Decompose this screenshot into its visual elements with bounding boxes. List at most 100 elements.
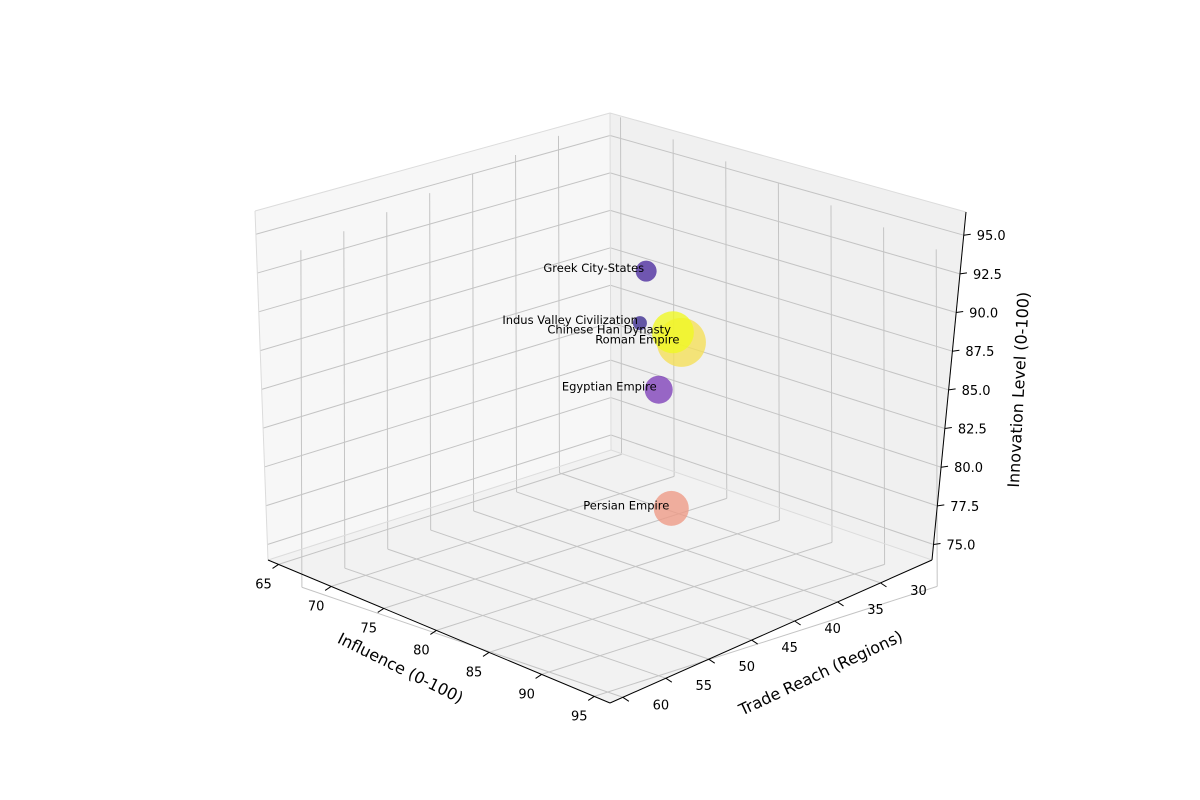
floor-pane bbox=[268, 450, 932, 703]
y-tick-label: 45 bbox=[781, 641, 798, 656]
x-tick-label: 65 bbox=[255, 577, 272, 592]
x-tick-mark bbox=[482, 651, 490, 657]
z-tick-label: 92.5 bbox=[973, 268, 1002, 283]
point-label: Roman Empire bbox=[595, 332, 679, 346]
grid-line-z-right bbox=[610, 284, 949, 391]
z-tick-label: 87.5 bbox=[965, 345, 994, 360]
grid-line-y-wall bbox=[557, 135, 560, 473]
grid-line-x-wall bbox=[620, 117, 623, 455]
z-tick-label: 82.5 bbox=[958, 423, 987, 438]
y-tick-mark bbox=[751, 639, 758, 645]
x-tick-label: 80 bbox=[413, 643, 430, 658]
grid-line-y-floor bbox=[430, 529, 752, 641]
pane-edge bbox=[254, 210, 269, 561]
z-tick-label: 90.0 bbox=[969, 307, 998, 322]
grid-line-x-wall bbox=[883, 227, 886, 565]
grid-line-x-floor bbox=[330, 475, 675, 587]
grid-lines bbox=[255, 117, 964, 698]
data-point bbox=[635, 260, 657, 282]
x-tick-mark bbox=[324, 585, 332, 591]
x-tick-label: 70 bbox=[308, 599, 325, 614]
z-tick-mark bbox=[963, 233, 971, 236]
x-tick-mark bbox=[587, 695, 595, 701]
y-tick-mark bbox=[708, 658, 716, 664]
grid-line-y-wall bbox=[300, 250, 303, 588]
y-tick-label: 40 bbox=[824, 622, 841, 637]
z-tick-mark bbox=[948, 388, 956, 391]
y-tick-label: 30 bbox=[910, 584, 927, 599]
x-tick-label: 85 bbox=[466, 665, 483, 680]
y-tick-mark bbox=[880, 582, 887, 588]
grid-line-x-floor bbox=[488, 541, 833, 653]
grid-line-y-floor bbox=[516, 491, 838, 603]
z-tick-label: 80.0 bbox=[954, 461, 983, 476]
data-points bbox=[632, 260, 706, 526]
z-tick-mark bbox=[940, 465, 949, 468]
z-tick-label: 75.0 bbox=[947, 539, 976, 554]
y-tick-label: 55 bbox=[696, 679, 713, 694]
point-label: Chinese Han Dynasty bbox=[547, 322, 671, 336]
z-tick-label: 77.5 bbox=[950, 500, 979, 515]
grid-line-x-wall bbox=[672, 139, 675, 477]
x-tick-mark bbox=[377, 607, 385, 613]
grid-line-x-wall bbox=[830, 205, 833, 543]
x-axis-label: Influence (0-100) bbox=[335, 629, 467, 707]
grid-line-z-left bbox=[264, 359, 611, 468]
grid-line-z-right bbox=[610, 209, 957, 314]
y-axis-line bbox=[609, 559, 933, 704]
x-axis-line bbox=[267, 559, 611, 704]
grid-line-z-right bbox=[609, 134, 964, 236]
grid-line-z-left bbox=[267, 434, 612, 545]
z-tick-mark bbox=[944, 427, 952, 430]
grid-line-x-floor bbox=[541, 563, 885, 675]
z-tick-mark bbox=[937, 504, 945, 507]
x-tick-mark bbox=[535, 673, 542, 679]
data-point bbox=[644, 375, 673, 404]
data-point bbox=[632, 316, 647, 331]
point-label: Persian Empire bbox=[583, 498, 669, 512]
grid-line-y-wall bbox=[515, 154, 518, 492]
data-point bbox=[651, 311, 694, 354]
grid-line-x-floor bbox=[278, 453, 622, 565]
grid-line-z-left bbox=[258, 209, 611, 313]
grid-line-z-left bbox=[260, 247, 611, 352]
x-tick-label: 95 bbox=[571, 709, 588, 724]
grid-line-z-right bbox=[610, 434, 934, 546]
y-tick-mark bbox=[622, 696, 630, 702]
y-tick-mark bbox=[794, 620, 801, 626]
grid-line-x-floor bbox=[436, 519, 780, 631]
y-tick-label: 50 bbox=[738, 660, 755, 675]
grid-line-x-wall bbox=[935, 249, 938, 587]
pane-edge bbox=[609, 112, 612, 451]
y-tick-mark bbox=[665, 677, 673, 683]
grid-line-x-floor bbox=[594, 585, 938, 697]
grid-line-z-right bbox=[610, 247, 953, 352]
grid-line-y-wall bbox=[472, 174, 475, 512]
grid-line-z-right bbox=[610, 397, 938, 507]
grid-line-z-left bbox=[265, 397, 611, 507]
z-tick-label: 85.0 bbox=[962, 384, 991, 399]
grid-line-y-wall bbox=[386, 212, 389, 550]
point-label: Egyptian Empire bbox=[562, 380, 657, 394]
y-axis-label: Trade Reach (Regions) bbox=[735, 627, 906, 720]
grid-line-y-floor bbox=[559, 472, 881, 584]
x-tick-mark bbox=[430, 629, 437, 635]
y-tick-label: 35 bbox=[867, 603, 884, 618]
right-wall-pane bbox=[610, 113, 966, 560]
grid-line-y-floor bbox=[301, 586, 624, 698]
point-label: Greek City-States bbox=[543, 261, 644, 275]
z-tick-label: 95.0 bbox=[977, 229, 1006, 244]
z-tick-mark bbox=[956, 311, 964, 314]
data-point bbox=[653, 490, 689, 526]
grid-line-y-wall bbox=[429, 193, 432, 531]
z-tick-mark bbox=[933, 543, 941, 546]
grid-line-z-left bbox=[261, 284, 611, 390]
z-tick-mark bbox=[959, 272, 968, 275]
pane-edge bbox=[267, 449, 612, 561]
point-label: Indus Valley Civilization bbox=[502, 313, 638, 327]
grid-line-x-wall bbox=[725, 161, 728, 499]
z-axis-line bbox=[931, 211, 967, 561]
grid-line-z-left bbox=[262, 322, 611, 429]
